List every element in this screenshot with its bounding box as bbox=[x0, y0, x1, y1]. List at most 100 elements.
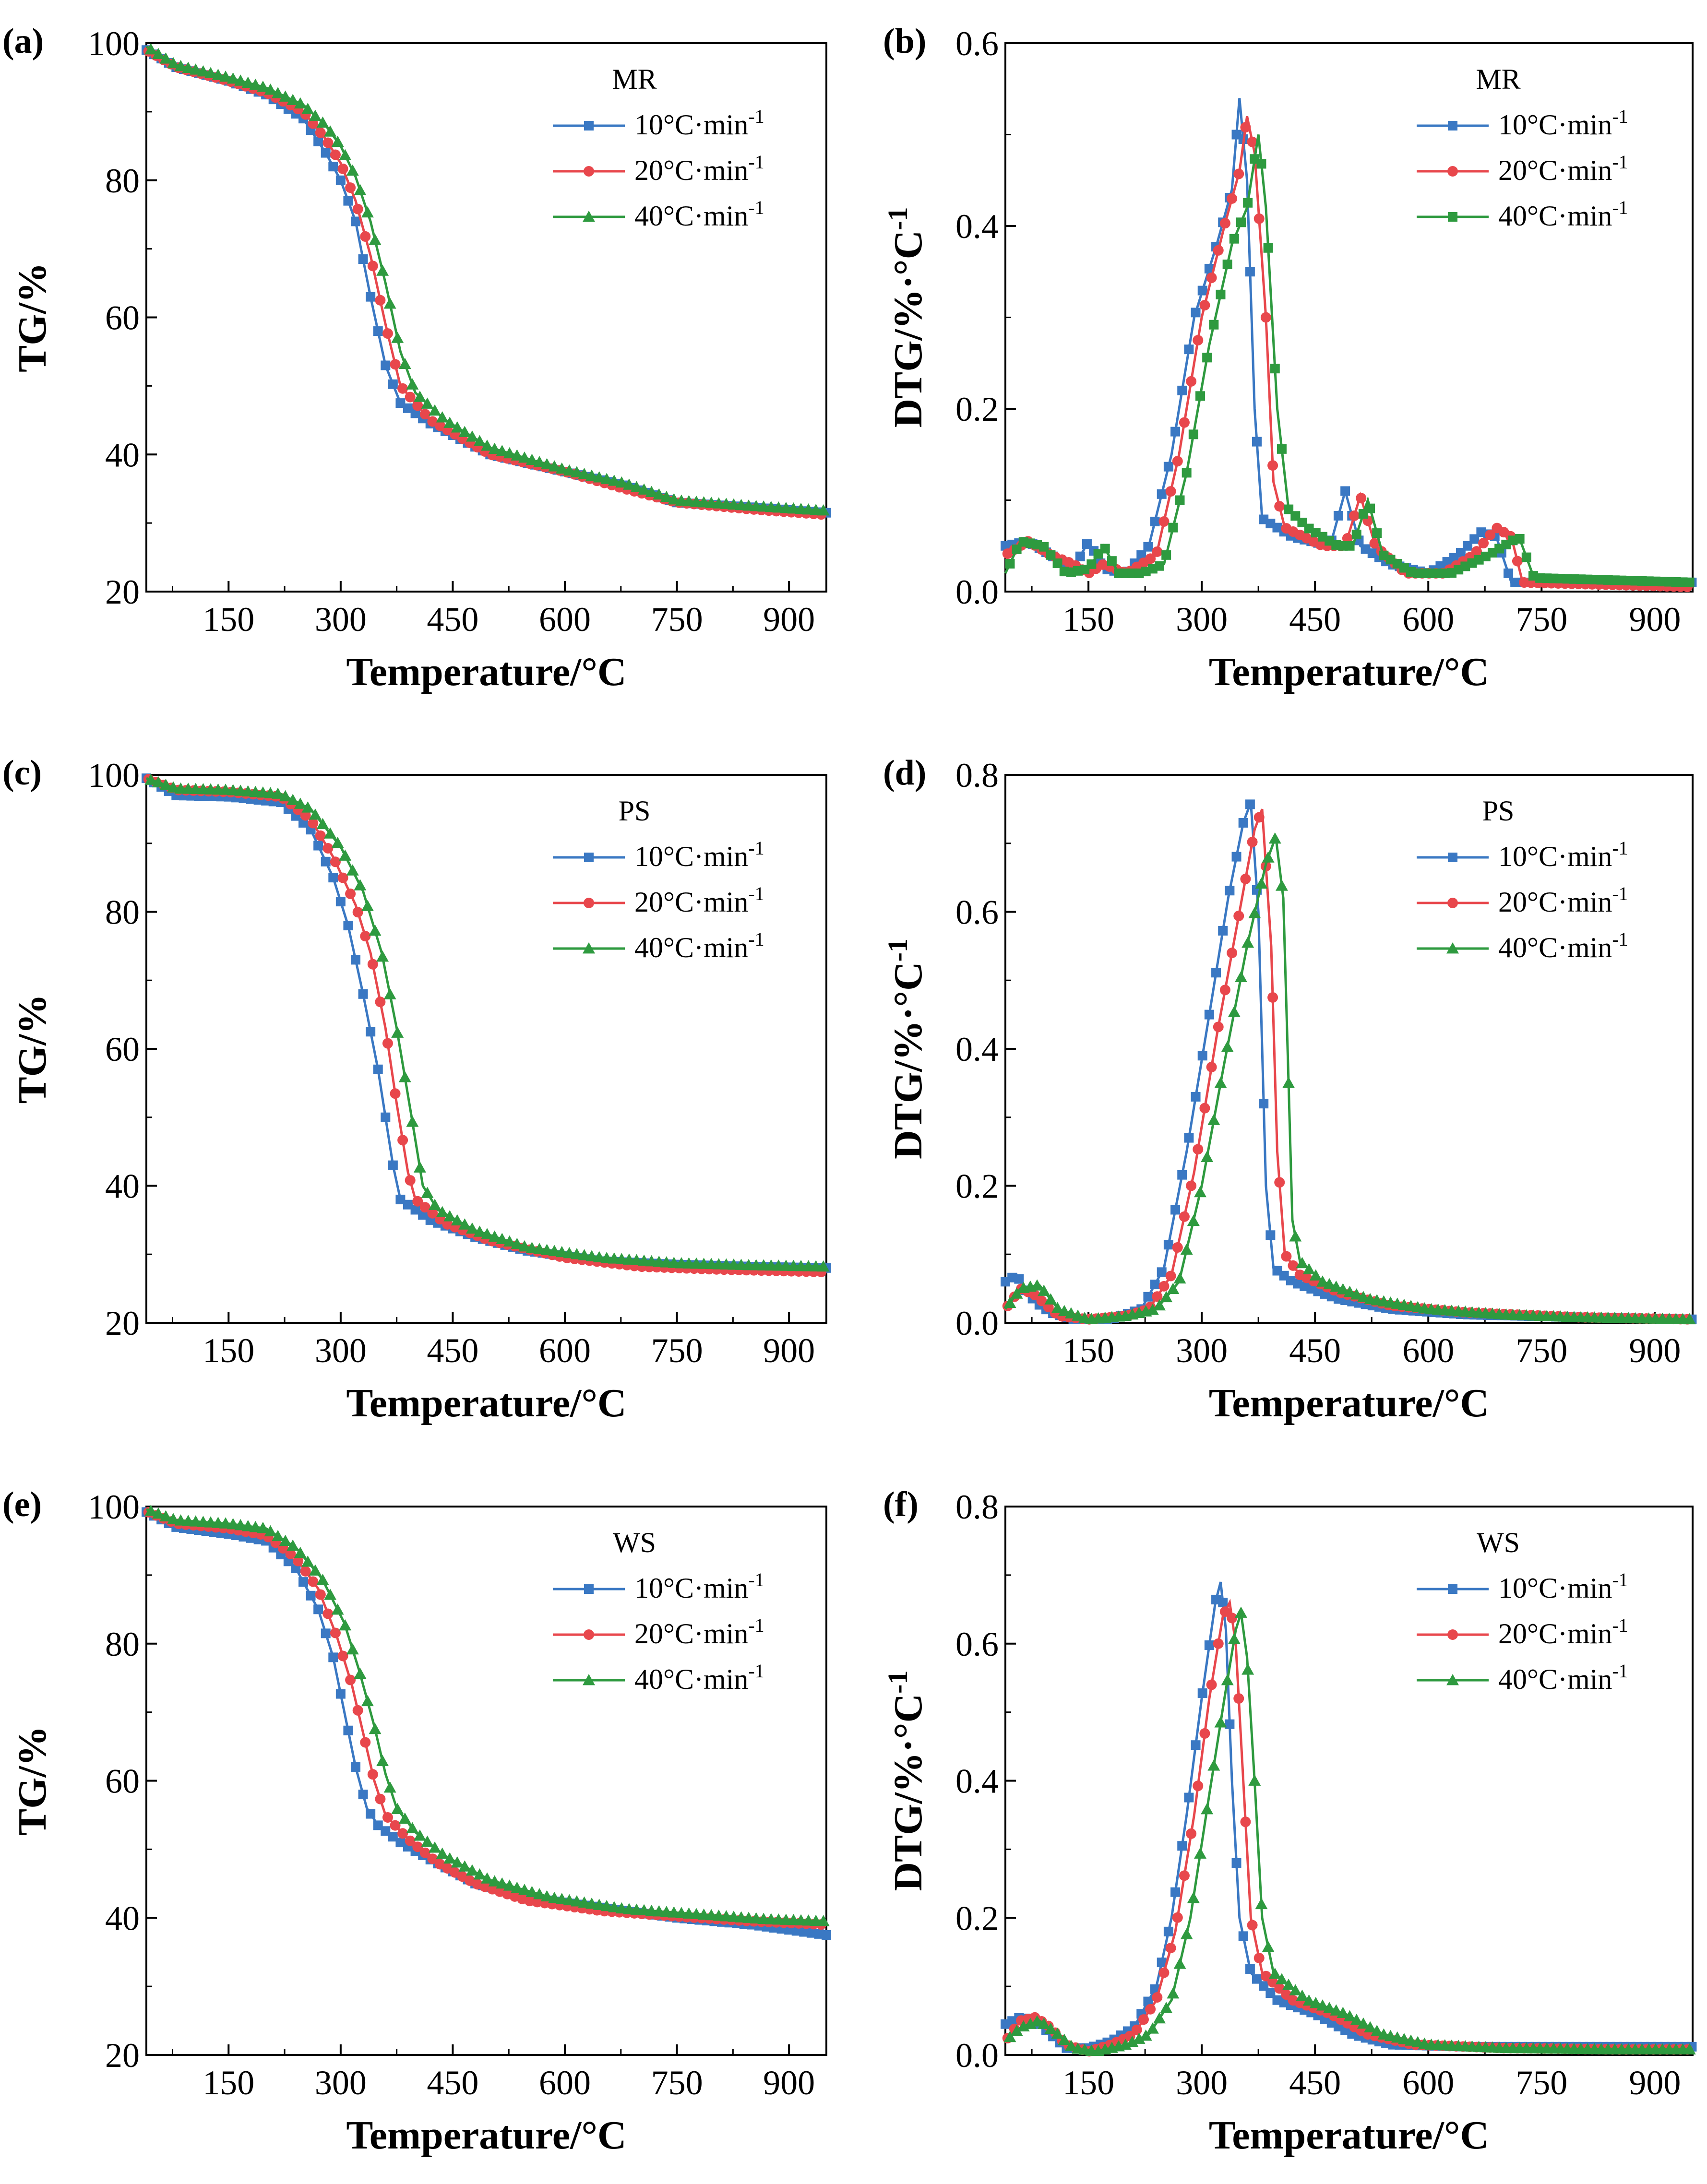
data-point bbox=[1167, 1987, 1180, 1999]
data-point bbox=[1133, 2032, 1146, 2044]
data-point bbox=[398, 1812, 411, 1824]
data-point bbox=[360, 931, 371, 942]
data-point bbox=[354, 879, 367, 890]
x-tick-label: 750 bbox=[651, 2064, 703, 2102]
data-point bbox=[1225, 1719, 1235, 1729]
data-point bbox=[1233, 1693, 1244, 1704]
x-tick-label: 450 bbox=[427, 2064, 478, 2102]
legend-label: 10°C·min-1 bbox=[1498, 106, 1628, 141]
legend-title: PS bbox=[619, 795, 651, 827]
data-point bbox=[1197, 1688, 1207, 1698]
data-point bbox=[1253, 812, 1265, 823]
data-point bbox=[1186, 1828, 1197, 1839]
legend-label: 40°C·min-1 bbox=[634, 928, 764, 963]
data-point bbox=[413, 1161, 426, 1173]
data-point bbox=[1684, 577, 1695, 587]
data-point bbox=[388, 1160, 398, 1170]
data-point bbox=[1218, 926, 1228, 936]
data-point bbox=[1330, 1281, 1343, 1292]
data-point bbox=[1179, 1870, 1190, 1881]
legend-label: 40°C·min-1 bbox=[634, 197, 764, 232]
data-point bbox=[375, 997, 386, 1008]
legend: MR 10°C·min-1 20°C·min-1 40°C·min-1 bbox=[1417, 63, 1628, 232]
data-point bbox=[144, 1505, 157, 1516]
data-point bbox=[1316, 1999, 1329, 2011]
y-axis-title: TG/% bbox=[10, 994, 55, 1104]
data-point bbox=[1228, 1006, 1241, 1017]
data-point bbox=[330, 856, 341, 867]
data-point bbox=[413, 1829, 426, 1841]
data-point bbox=[443, 416, 456, 428]
legend-marker bbox=[583, 942, 595, 954]
data-point bbox=[412, 1196, 423, 1207]
data-point bbox=[563, 1246, 576, 1258]
data-point bbox=[1163, 1926, 1173, 1936]
data-point bbox=[1207, 1114, 1220, 1125]
data-point bbox=[1179, 417, 1190, 428]
data-point bbox=[397, 1828, 408, 1839]
data-point bbox=[1202, 353, 1212, 363]
chart-panel-f: 150 300 450 600 750 900 0.0 0.2 0.4 0.6 0.8 (f) Temp… bbox=[882, 1485, 1697, 2158]
data-point bbox=[1197, 285, 1207, 296]
data-point bbox=[1241, 1663, 1254, 1675]
data-point bbox=[1309, 1269, 1322, 1281]
data-point bbox=[496, 1877, 509, 1889]
data-point bbox=[799, 1927, 809, 1937]
series-40C bbox=[144, 43, 830, 516]
data-point bbox=[1234, 971, 1247, 982]
data-point bbox=[316, 116, 329, 128]
x-tick-label: 450 bbox=[427, 1331, 478, 1370]
legend-label: 10°C·min-1 bbox=[634, 1569, 764, 1604]
y-axis-title: DTG/%·°C-1 bbox=[882, 938, 931, 1159]
data-point bbox=[152, 1507, 165, 1519]
y-tick-label: 0.0 bbox=[955, 2036, 999, 2075]
data-point bbox=[451, 1214, 464, 1226]
data-point bbox=[1222, 260, 1232, 270]
data-point bbox=[540, 1890, 553, 1902]
data-point bbox=[1263, 243, 1273, 253]
y-tick-label: 80 bbox=[105, 162, 140, 200]
data-point bbox=[660, 490, 673, 502]
data-point bbox=[1214, 1077, 1227, 1088]
data-point bbox=[1136, 550, 1146, 560]
data-point bbox=[585, 1897, 598, 1909]
data-point bbox=[533, 1243, 546, 1254]
data-point bbox=[1245, 799, 1255, 809]
data-point bbox=[330, 1627, 341, 1638]
data-point bbox=[1206, 1679, 1217, 1690]
data-point bbox=[1177, 1170, 1187, 1180]
data-point bbox=[1199, 1728, 1210, 1739]
data-point bbox=[1268, 832, 1281, 844]
data-point bbox=[1515, 534, 1525, 544]
data-point bbox=[806, 1928, 816, 1938]
data-point bbox=[1107, 556, 1117, 566]
data-point bbox=[1177, 385, 1187, 395]
data-point bbox=[321, 856, 331, 866]
legend-marker bbox=[584, 166, 594, 177]
data-point bbox=[1267, 460, 1278, 471]
data-point bbox=[366, 292, 376, 302]
series-40C bbox=[1004, 134, 1695, 587]
data-point bbox=[1316, 1275, 1329, 1287]
data-point bbox=[390, 1088, 401, 1099]
data-point bbox=[1349, 510, 1360, 521]
data-point bbox=[1262, 851, 1275, 863]
data-point bbox=[373, 1820, 383, 1830]
data-point bbox=[298, 1577, 308, 1587]
data-point bbox=[174, 59, 187, 71]
panel-letter: (e) bbox=[2, 1485, 42, 1524]
data-point bbox=[1010, 2024, 1023, 2036]
data-point bbox=[339, 849, 352, 861]
data-point bbox=[1350, 1288, 1363, 1300]
data-point bbox=[1333, 510, 1343, 521]
data-point bbox=[1683, 1313, 1696, 1325]
data-point bbox=[331, 837, 344, 848]
data-point bbox=[256, 786, 269, 798]
data-point bbox=[1219, 985, 1230, 996]
data-point bbox=[1343, 1285, 1356, 1297]
data-point bbox=[300, 810, 311, 821]
data-point bbox=[358, 1790, 368, 1800]
x-axis-title: Temperature/°C bbox=[1209, 2113, 1489, 2158]
data-point bbox=[1051, 1302, 1064, 1313]
data-point bbox=[1337, 2006, 1349, 2018]
